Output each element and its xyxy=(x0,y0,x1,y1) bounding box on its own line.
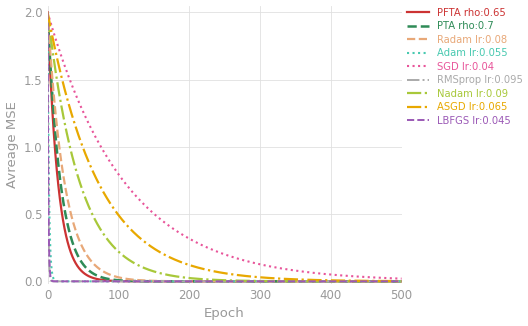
PFTA rho:0.65 xyxy=(353,279,360,283)
RMSprop lr:0.095 xyxy=(44,10,51,14)
Adam lr:0.055 xyxy=(195,279,202,283)
PTA rho:0.7 xyxy=(180,279,186,283)
Line: PFTA rho:0.65: PFTA rho:0.65 xyxy=(48,12,402,281)
LBFGS lr:0.045 xyxy=(85,279,91,283)
ASGD lr:0.065 xyxy=(391,279,398,283)
ASGD lr:0.065 xyxy=(195,266,202,270)
Y-axis label: Avreage MSE: Avreage MSE xyxy=(6,101,18,188)
Adam lr:0.055 xyxy=(399,279,405,283)
LBFGS lr:0.045 xyxy=(180,279,186,283)
Radam lr:0.08 xyxy=(391,279,398,283)
Line: PTA rho:0.7: PTA rho:0.7 xyxy=(48,12,402,281)
Line: SGD lr:0.04: SGD lr:0.04 xyxy=(48,12,402,279)
SGD lr:0.04 xyxy=(195,242,202,245)
LBFGS lr:0.045 xyxy=(399,279,405,283)
LBFGS lr:0.045 xyxy=(391,279,398,283)
Adam lr:0.055 xyxy=(391,279,398,283)
PFTA rho:0.65 xyxy=(85,274,91,278)
RMSprop lr:0.095 xyxy=(180,279,186,283)
PTA rho:0.7 xyxy=(85,268,91,272)
Radam lr:0.08 xyxy=(399,279,405,283)
Radam lr:0.08 xyxy=(180,279,186,283)
Nadam lr:0.09 xyxy=(180,275,186,279)
SGD lr:0.04 xyxy=(353,274,360,278)
Radam lr:0.08 xyxy=(85,255,91,259)
PTA rho:0.7 xyxy=(399,279,405,283)
RMSprop lr:0.095 xyxy=(399,279,405,283)
Adam lr:0.055 xyxy=(44,10,51,14)
Nadam lr:0.09 xyxy=(195,277,202,281)
LBFGS lr:0.045 xyxy=(195,279,202,283)
RMSprop lr:0.095 xyxy=(353,279,360,283)
RMSprop lr:0.095 xyxy=(195,279,202,283)
RMSprop lr:0.095 xyxy=(85,279,91,283)
LBFGS lr:0.045 xyxy=(44,10,51,14)
ASGD lr:0.065 xyxy=(399,279,405,283)
PTA rho:0.7 xyxy=(106,277,112,281)
Line: ASGD lr:0.065: ASGD lr:0.065 xyxy=(48,12,402,281)
RMSprop lr:0.095 xyxy=(106,279,112,283)
Adam lr:0.055 xyxy=(180,279,186,283)
SGD lr:0.04 xyxy=(44,10,51,14)
Nadam lr:0.09 xyxy=(85,203,91,207)
SGD lr:0.04 xyxy=(106,158,112,162)
PTA rho:0.7 xyxy=(44,10,51,14)
PFTA rho:0.65 xyxy=(195,279,202,283)
Adam lr:0.055 xyxy=(353,279,360,283)
Radam lr:0.08 xyxy=(195,279,202,283)
Line: LBFGS lr:0.045: LBFGS lr:0.045 xyxy=(48,12,402,281)
Radam lr:0.08 xyxy=(44,10,51,14)
Nadam lr:0.09 xyxy=(353,279,360,283)
ASGD lr:0.065 xyxy=(180,261,186,265)
PFTA rho:0.65 xyxy=(391,279,398,283)
PFTA rho:0.65 xyxy=(180,279,186,283)
Nadam lr:0.09 xyxy=(44,10,51,14)
Nadam lr:0.09 xyxy=(106,239,112,243)
Radam lr:0.08 xyxy=(353,279,360,283)
ASGD lr:0.065 xyxy=(106,200,112,203)
Nadam lr:0.09 xyxy=(391,279,398,283)
Adam lr:0.055 xyxy=(106,279,112,283)
LBFGS lr:0.045 xyxy=(106,279,112,283)
SGD lr:0.04 xyxy=(85,120,91,124)
X-axis label: Epoch: Epoch xyxy=(204,307,245,320)
SGD lr:0.04 xyxy=(399,277,405,281)
PTA rho:0.7 xyxy=(353,279,360,283)
Legend: PFTA rho:0.65, PTA rho:0.7, Radam lr:0.08, Adam lr:0.055, SGD lr:0.04, RMSprop l: PFTA rho:0.65, PTA rho:0.7, Radam lr:0.0… xyxy=(407,8,522,126)
PTA rho:0.7 xyxy=(195,279,202,283)
RMSprop lr:0.095 xyxy=(391,279,398,283)
PFTA rho:0.65 xyxy=(44,10,51,14)
Line: Radam lr:0.08: Radam lr:0.08 xyxy=(48,12,402,281)
ASGD lr:0.065 xyxy=(85,158,91,162)
SGD lr:0.04 xyxy=(391,276,398,280)
Nadam lr:0.09 xyxy=(399,279,405,283)
Radam lr:0.08 xyxy=(106,272,112,276)
Line: Nadam lr:0.09: Nadam lr:0.09 xyxy=(48,12,402,281)
PFTA rho:0.65 xyxy=(106,279,112,283)
PFTA rho:0.65 xyxy=(399,279,405,283)
Line: RMSprop lr:0.095: RMSprop lr:0.095 xyxy=(48,12,402,281)
Adam lr:0.055 xyxy=(85,279,91,283)
Line: Adam lr:0.055: Adam lr:0.055 xyxy=(48,12,402,281)
SGD lr:0.04 xyxy=(180,233,186,237)
ASGD lr:0.065 xyxy=(44,10,51,14)
LBFGS lr:0.045 xyxy=(353,279,360,283)
PTA rho:0.7 xyxy=(391,279,398,283)
ASGD lr:0.065 xyxy=(353,279,360,283)
